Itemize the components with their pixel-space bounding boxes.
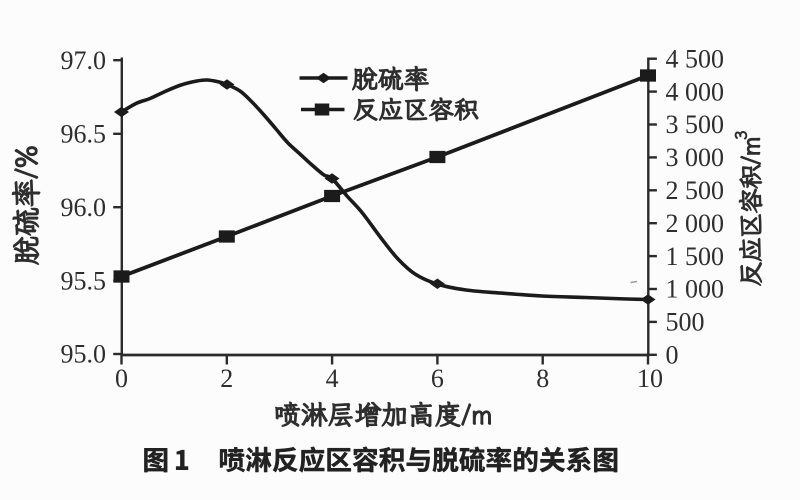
svg-text:96.5: 96.5 [61, 120, 107, 149]
svg-text:97.0: 97.0 [61, 46, 107, 75]
svg-text:1 500: 1 500 [666, 242, 725, 271]
svg-text:3 000: 3 000 [666, 143, 725, 172]
svg-text:1 000: 1 000 [666, 275, 725, 304]
svg-text:3 500: 3 500 [666, 110, 725, 139]
svg-text:95.5: 95.5 [61, 266, 107, 295]
svg-text:6: 6 [431, 364, 444, 393]
svg-text:0: 0 [666, 341, 679, 370]
svg-text:10: 10 [637, 364, 663, 393]
svg-text:500: 500 [666, 308, 705, 337]
svg-text:0: 0 [115, 364, 128, 393]
svg-text:4 000: 4 000 [666, 77, 725, 106]
svg-text:95.0: 95.0 [61, 340, 107, 369]
svg-text:2 500: 2 500 [666, 176, 725, 205]
svg-text:4 500: 4 500 [666, 44, 725, 73]
svg-text:2 000: 2 000 [666, 209, 725, 238]
svg-text:96.0: 96.0 [61, 193, 107, 222]
svg-text:4: 4 [326, 364, 339, 393]
svg-text:2: 2 [220, 364, 233, 393]
svg-text:8: 8 [536, 364, 549, 393]
